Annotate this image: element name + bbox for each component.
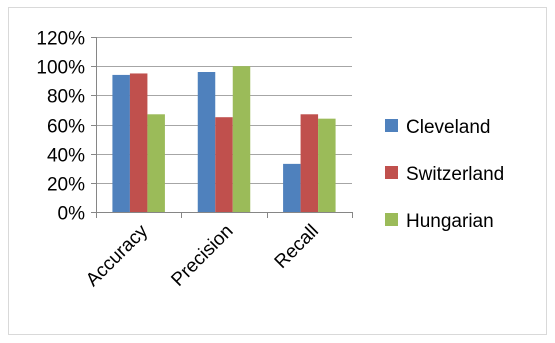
axes bbox=[91, 37, 353, 218]
bar-hungarian-accuracy bbox=[147, 114, 165, 212]
bar-hungarian-precision bbox=[232, 66, 251, 213]
legend-label-switzerland: Switzerland bbox=[406, 164, 504, 185]
y-tick-label: 80% bbox=[47, 87, 85, 108]
bar-marks bbox=[112, 66, 336, 213]
bar-cleveland-accuracy bbox=[112, 74, 130, 213]
y-axis-tick-labels: 0% 20% 40% 60% 80% 100% 120% bbox=[36, 29, 85, 225]
bar-cleveland-precision bbox=[197, 72, 216, 212]
y-tick-label: 120% bbox=[36, 29, 85, 50]
bar-hungarian-recall bbox=[318, 118, 336, 212]
bar-switzerland-recall bbox=[300, 114, 319, 212]
legend-label-hungarian: Hungarian bbox=[406, 211, 494, 232]
legend: Cleveland Switzerland Hungarian bbox=[385, 117, 504, 232]
chart-frame bbox=[8, 7, 547, 335]
legend-swatch-cleveland bbox=[385, 119, 398, 132]
bar-switzerland-precision bbox=[215, 117, 233, 212]
legend-swatch-switzerland bbox=[385, 166, 398, 179]
y-tick-label: 100% bbox=[36, 58, 85, 79]
y-tick-label: 40% bbox=[47, 146, 85, 167]
bar-switzerland-accuracy bbox=[129, 73, 148, 212]
legend-swatch-hungarian bbox=[385, 213, 398, 226]
y-tick-label: 0% bbox=[58, 204, 86, 225]
legend-label-cleveland: Cleveland bbox=[406, 117, 491, 138]
bar-cleveland-recall bbox=[283, 163, 301, 212]
y-tick-label: 20% bbox=[47, 175, 85, 196]
y-tick-label: 60% bbox=[47, 117, 85, 138]
